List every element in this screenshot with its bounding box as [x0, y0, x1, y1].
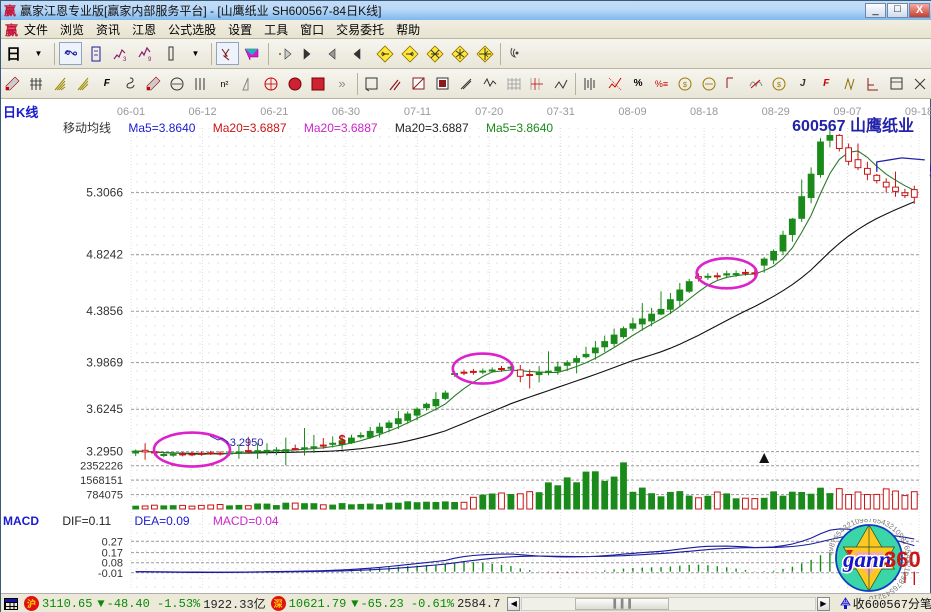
- svg-text:1568151: 1568151: [80, 475, 123, 487]
- svg-text:06-01: 06-01: [117, 106, 145, 118]
- svg-text:$: $: [338, 432, 346, 447]
- svg-text:3.6245: 3.6245: [86, 402, 123, 416]
- svg-text:06-21: 06-21: [260, 106, 288, 118]
- svg-text:0.27: 0.27: [102, 536, 123, 548]
- svg-text:-0.01: -0.01: [98, 568, 123, 580]
- svg-text:5.3066: 5.3066: [86, 186, 123, 200]
- svg-text:07-20: 07-20: [475, 106, 503, 118]
- svg-text:4.8242: 4.8242: [86, 248, 123, 262]
- svg-text:08-18: 08-18: [690, 106, 718, 118]
- svg-text:098765432109876543210987654321: 0987654321098765432109876543210987654321…: [829, 519, 913, 599]
- svg-text:gann: gann: [842, 547, 892, 572]
- svg-text:600567 山鹰纸业: 600567 山鹰纸业: [792, 116, 914, 135]
- svg-text:4.3856: 4.3856: [86, 304, 123, 318]
- svg-text:08-09: 08-09: [618, 106, 646, 118]
- svg-text:07-31: 07-31: [547, 106, 575, 118]
- svg-text:360: 360: [884, 547, 921, 572]
- svg-text:06-12: 06-12: [189, 106, 217, 118]
- svg-text:09-18: 09-18: [905, 106, 931, 118]
- svg-text:gann: gann: [842, 547, 892, 572]
- svg-text:0.17: 0.17: [102, 548, 123, 560]
- svg-text:3.9869: 3.9869: [86, 356, 123, 370]
- svg-text:784075: 784075: [86, 490, 123, 502]
- svg-text:06-30: 06-30: [332, 106, 360, 118]
- svg-text:9: 9: [148, 57, 152, 62]
- svg-text:-3.2950: -3.2950: [226, 437, 263, 449]
- svg-text:3.2950: 3.2950: [86, 445, 123, 459]
- svg-text:3: 3: [123, 57, 127, 62]
- svg-text:08-29: 08-29: [762, 106, 790, 118]
- svg-text:2352226: 2352226: [80, 461, 123, 473]
- svg-text:07-11: 07-11: [404, 106, 431, 118]
- svg-text:$: $: [777, 82, 781, 89]
- svg-text:09-07: 09-07: [833, 106, 861, 118]
- svg-text:$: $: [683, 82, 687, 89]
- svg-text:0.08: 0.08: [102, 558, 123, 570]
